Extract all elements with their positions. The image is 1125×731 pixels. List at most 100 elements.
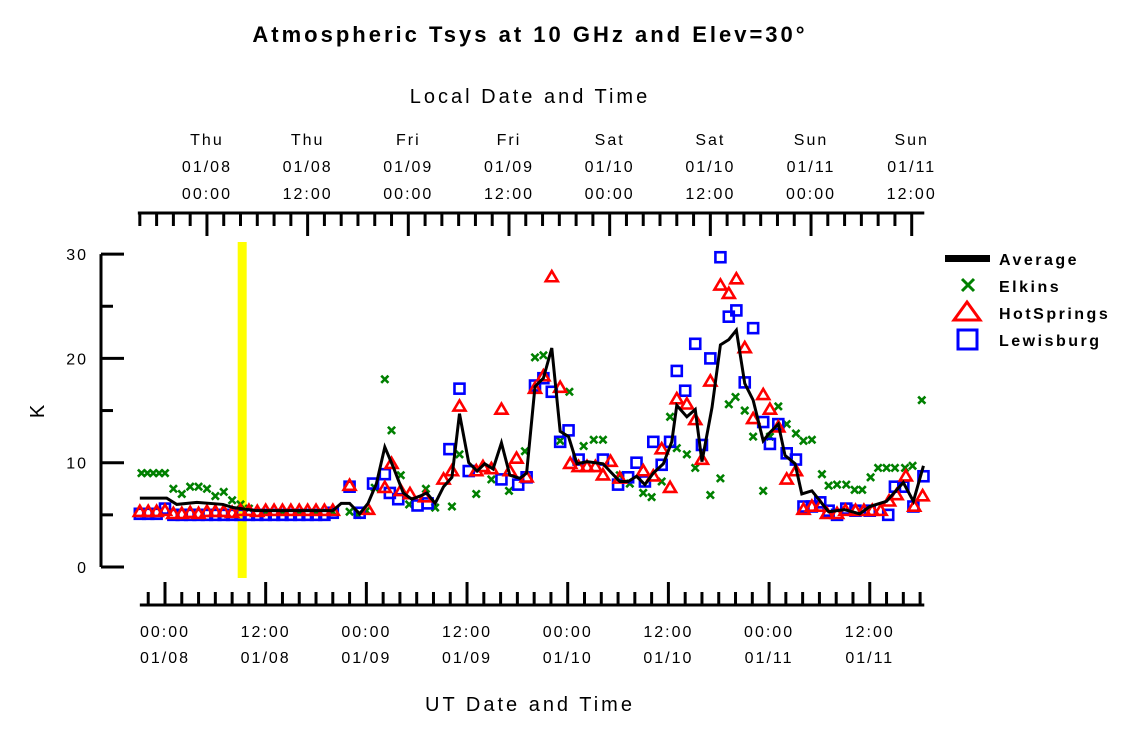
elkins-point (748, 432, 758, 442)
elkins-point (471, 489, 481, 499)
elkins-point (873, 463, 883, 473)
legend-label: Elkins (999, 279, 1061, 296)
top-tick-time: 00:00 (786, 186, 836, 203)
bottom-tick-time: 12:00 (442, 624, 492, 641)
elkins-point (202, 484, 212, 494)
series-group (131, 250, 931, 522)
lewisburg-point (678, 384, 692, 398)
elkins-point (917, 395, 927, 405)
elkins-point (791, 428, 801, 439)
elkins-point (380, 374, 390, 384)
top-tick-time: 12:00 (484, 186, 534, 203)
elkins-point (598, 435, 608, 445)
hotsprings-point (376, 479, 394, 494)
elkins-point (387, 425, 397, 435)
hotsprings-point (561, 455, 579, 470)
hotsprings-point (634, 462, 652, 477)
elkins-point (758, 486, 768, 496)
hotsprings-point (341, 477, 358, 492)
legend-square-icon (956, 328, 979, 351)
legend-item-hotsprings: HotSprings (951, 299, 1110, 323)
lewisburg-point (730, 304, 743, 317)
elkins-point (715, 473, 725, 483)
elkins-point (798, 436, 808, 446)
elkins-point (160, 468, 170, 478)
elkins-point (731, 392, 741, 402)
legend-item-lewisburg: Lewisburg (956, 328, 1102, 351)
bottom-tick-date: 01/11 (845, 650, 894, 667)
lewisburg-point (714, 250, 727, 264)
hotsprings-point (754, 386, 772, 401)
elkins-point (454, 449, 465, 459)
elkins-point (638, 488, 648, 498)
hotsprings-point (864, 502, 881, 517)
hotsprings-point (181, 504, 199, 519)
hotsprings-point (720, 285, 738, 300)
hotsprings-point (587, 458, 604, 473)
yellow-time-marker (237, 242, 247, 578)
lewisburg-point (655, 458, 668, 472)
top-tick-time: 00:00 (182, 186, 232, 203)
elkins-point (421, 484, 431, 494)
elkins-point (807, 435, 817, 445)
y-axis-label: K (27, 402, 49, 418)
legend-label: Average (999, 252, 1079, 269)
hotsprings-point (661, 479, 679, 494)
y-tick-label: 20 (66, 351, 88, 368)
hotsprings-point (165, 505, 182, 520)
lewisburg-point (704, 352, 717, 365)
hotsprings-point (215, 503, 233, 518)
hotsprings-point (131, 503, 149, 518)
elkins-point (210, 491, 220, 501)
top-tick-date: 01/11 (887, 159, 936, 176)
top-tick-time: 12:00 (283, 186, 333, 203)
hotsprings-point (451, 397, 468, 412)
y-tick-label: 30 (66, 247, 88, 264)
hotsprings-point (728, 270, 745, 285)
hotsprings-point (905, 497, 923, 513)
bottom-tick-time: 00:00 (543, 624, 593, 641)
hotsprings-point (139, 503, 157, 518)
top-tick-time: 12:00 (887, 186, 937, 203)
lewisburg-point (443, 442, 456, 456)
top-tick-day: Sat (595, 132, 625, 149)
elkins-point (682, 449, 692, 459)
legend-line-icon (945, 255, 990, 262)
legend-label: Lewisburg (999, 333, 1102, 350)
legend-label: HotSprings (999, 306, 1110, 323)
top-tick-time: 00:00 (585, 186, 635, 203)
elkins-point (690, 463, 700, 473)
top-axis-label: Local Date and Time (410, 86, 650, 108)
top-tick-date: 01/08 (182, 159, 232, 176)
elkins-point (589, 435, 599, 445)
hotsprings-point (602, 453, 619, 468)
bottom-tick-date: 01/08 (241, 650, 291, 667)
hotsprings-point (736, 339, 754, 354)
lewisburg-point (511, 478, 525, 491)
elkins-point (227, 495, 237, 505)
hotsprings-point (392, 482, 410, 497)
legend-item-elkins: Elkins (960, 277, 1061, 296)
bottom-tick-date: 01/09 (341, 650, 391, 667)
elkins-point (866, 472, 876, 482)
top-tick-time: 00:00 (383, 186, 433, 203)
elkins-point (177, 489, 187, 499)
y-tick-label: 10 (66, 456, 88, 473)
hotsprings-point (435, 470, 452, 485)
top-tick-day: Fri (497, 132, 522, 149)
hotsprings-point (693, 451, 711, 466)
hotsprings-point (198, 503, 216, 518)
lewisburg-point (495, 473, 508, 486)
top-tick-day: Sun (894, 132, 928, 149)
legend-triangle-icon (951, 299, 983, 322)
hotsprings-point (761, 400, 779, 416)
lewisburg-point (630, 456, 643, 470)
hotsprings-point (803, 497, 821, 513)
bottom-tick-time: 12:00 (643, 624, 693, 641)
hotsprings-point (787, 462, 805, 477)
elkins-point (824, 481, 834, 491)
hotsprings-point (847, 502, 864, 517)
top-tick-date: 01/09 (484, 159, 534, 176)
hotsprings-point (543, 268, 561, 283)
